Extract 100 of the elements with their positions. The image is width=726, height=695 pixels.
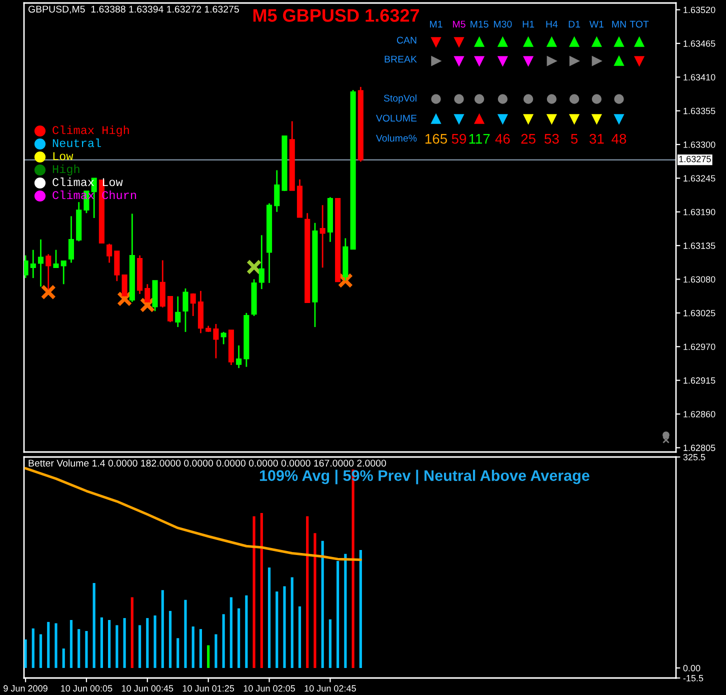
point xyxy=(246,259,262,275)
y-tick-label: 325.5 xyxy=(683,454,706,460)
candlestick xyxy=(122,274,128,296)
y-tick-label: 1.63080 xyxy=(684,276,716,283)
bar xyxy=(70,620,73,668)
candlestick xyxy=(144,283,150,303)
candlestick xyxy=(213,323,219,359)
annotation: 31 xyxy=(590,134,604,144)
annotation: H4 xyxy=(546,20,558,28)
bar xyxy=(214,634,218,668)
bar xyxy=(176,638,180,668)
bar xyxy=(314,533,316,668)
bar xyxy=(283,586,286,668)
y-tick-label: 0.00 xyxy=(683,664,700,672)
bar xyxy=(230,597,232,668)
annotation: 59 xyxy=(452,134,466,144)
bar xyxy=(24,639,27,668)
point xyxy=(116,291,132,306)
bar xyxy=(161,590,164,668)
bar xyxy=(116,625,118,668)
y-tick-label: 1.62860 xyxy=(684,410,716,418)
annotation: Better Volume 1.4 0.0000 182.0000 0.0000 0.0000 0.0000 0.0000 167.0000 2.0000 xyxy=(28,459,386,467)
annotation: High xyxy=(52,164,80,176)
bar xyxy=(130,597,134,668)
point xyxy=(40,284,56,300)
bar xyxy=(192,626,194,668)
annotation: Climax High xyxy=(52,126,129,136)
candlestick xyxy=(30,249,36,279)
annotation: Low xyxy=(53,152,74,160)
bar xyxy=(123,618,126,668)
bar xyxy=(336,561,340,668)
bar xyxy=(199,629,202,668)
bar xyxy=(222,614,225,668)
candlestick xyxy=(175,296,181,328)
bar xyxy=(146,618,149,668)
y-tick-label: 1.63245 xyxy=(684,175,716,182)
bar xyxy=(138,625,142,668)
candlestick xyxy=(320,204,326,268)
bar xyxy=(54,623,58,668)
point xyxy=(140,297,156,313)
annotation: 48 xyxy=(612,134,626,144)
candlestick xyxy=(160,260,166,308)
bar xyxy=(321,540,324,668)
y-tick-label: 1.63465 xyxy=(684,40,716,47)
bar xyxy=(252,516,256,668)
candlestick xyxy=(220,331,226,345)
annotation: VOLUME xyxy=(376,114,417,122)
candlestick xyxy=(190,292,196,317)
candlestick xyxy=(68,215,74,264)
annotation: TOT xyxy=(630,20,649,28)
bar xyxy=(154,615,156,668)
y-tick-label: 1.62970 xyxy=(684,344,716,350)
bar xyxy=(328,619,332,668)
annotation: Neutral xyxy=(52,138,101,148)
bar xyxy=(100,617,103,668)
candlestick xyxy=(114,250,120,282)
annotation: 165 xyxy=(425,134,448,144)
chart-title: M5 GBPUSD 1.6327 xyxy=(253,9,420,22)
bar xyxy=(260,513,263,668)
annotation: M1 xyxy=(430,20,442,28)
y-tick-label: -15.5 xyxy=(683,675,704,682)
candlestick xyxy=(182,288,188,333)
x-tick-label: 10 Jun 00:05 xyxy=(61,685,112,692)
bar xyxy=(39,634,42,668)
y-tick-label: 1.63025 xyxy=(684,310,716,316)
y-tick-label: 1.63355 xyxy=(684,108,716,114)
y-tick-label: 1.63135 xyxy=(684,242,716,249)
annotation: MN xyxy=(612,20,626,28)
bar xyxy=(47,622,50,668)
annotation: StopVol xyxy=(384,94,416,104)
annotation: M30 xyxy=(494,20,512,28)
candlestick xyxy=(38,238,44,288)
y-tick-label: 1.63520 xyxy=(684,6,716,14)
annotation: M15 xyxy=(470,20,488,28)
x-tick-label: 10 Jun 02:45 xyxy=(304,685,356,692)
candlestick xyxy=(24,254,28,279)
bar xyxy=(245,595,248,668)
annotation: CAN xyxy=(396,36,416,44)
candlestick xyxy=(60,260,66,285)
candlestick xyxy=(274,170,280,213)
annotation: 117 xyxy=(469,134,490,144)
y-tick-label: 1.63300 xyxy=(684,141,716,148)
bar xyxy=(32,628,34,668)
candlestick xyxy=(258,234,264,290)
bar xyxy=(168,610,172,668)
bar xyxy=(298,606,302,668)
annotation: GBPUSD,M5 1.63388 1.63394 1.63272 1.63275 xyxy=(28,6,239,14)
x-tick-label: 10 Jun 00:45 xyxy=(122,685,174,692)
bar xyxy=(306,516,309,668)
annotation: 53 xyxy=(544,134,559,144)
annotation: 25 xyxy=(521,134,536,144)
annotation: D1 xyxy=(568,20,580,28)
bar xyxy=(108,620,111,668)
bar xyxy=(85,631,88,668)
y-tick-label: 1.62915 xyxy=(684,377,716,384)
bar xyxy=(62,648,65,668)
candlestick xyxy=(236,344,242,369)
y-tick-label: 1.62805 xyxy=(684,444,716,452)
bar xyxy=(184,600,187,668)
x-tick-label: 9 Jun 2009 xyxy=(4,685,48,692)
